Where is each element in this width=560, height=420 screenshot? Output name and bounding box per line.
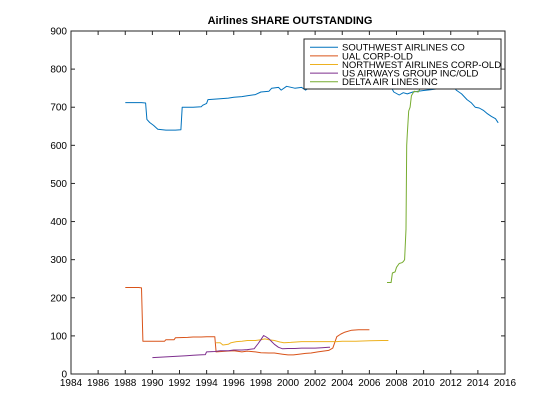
y-tick-label: 600 <box>50 141 67 152</box>
x-tick-label: 2002 <box>304 378 327 389</box>
x-tick-label: 1992 <box>168 378 191 389</box>
y-tick-label: 800 <box>50 65 67 76</box>
legend-label: SOUTHWEST AIRLINES CO <box>342 43 465 54</box>
axis-ticks: 1984 1986 1988 1990 1992 1994 1996 1998 2000 2002… <box>50 27 516 390</box>
legend-label: UAL CORP-OLD <box>342 51 413 62</box>
y-tick-label: 200 <box>50 293 67 304</box>
y-tick-label: 900 <box>50 27 67 38</box>
x-tick-label: 2000 <box>277 378 300 389</box>
legend-label: DELTA AIR LINES INC <box>342 77 438 88</box>
chart-title: Airlines SHARE OUTSTANDING <box>208 15 373 27</box>
y-tick-label: 500 <box>50 179 67 190</box>
x-tick-label: 1988 <box>114 378 137 389</box>
x-tick-label: 1990 <box>141 378 164 389</box>
y-tick-label: 300 <box>50 255 67 266</box>
x-tick-label: 2008 <box>385 378 408 389</box>
legend-label: US AIRWAYS GROUP INC/OLD <box>342 69 479 80</box>
x-tick-label: 2012 <box>440 378 463 389</box>
x-tick-label: 1996 <box>223 378 246 389</box>
x-tick-label: 2010 <box>413 378 436 389</box>
x-tick-label: 1984 <box>60 378 83 389</box>
x-tick-label: 1994 <box>196 378 219 389</box>
x-tick-label: 1998 <box>250 378 273 389</box>
x-tick-label: 2014 <box>467 378 490 389</box>
legend-label: NORTHWEST AIRLINES CORP-OLD <box>342 60 501 71</box>
y-tick-label: 100 <box>50 331 67 342</box>
x-tick-label: 2004 <box>331 378 354 389</box>
x-tick-label: 2006 <box>358 378 381 389</box>
y-tick-label: 700 <box>50 103 67 114</box>
series-line-2 <box>216 338 389 346</box>
series-line-1 <box>125 287 370 356</box>
series-line-3 <box>152 335 330 359</box>
x-tick-label: 2016 <box>494 378 517 389</box>
y-tick-label: 0 <box>61 370 67 381</box>
y-tick-label: 400 <box>50 217 67 228</box>
x-tick-label: 1986 <box>87 378 110 389</box>
